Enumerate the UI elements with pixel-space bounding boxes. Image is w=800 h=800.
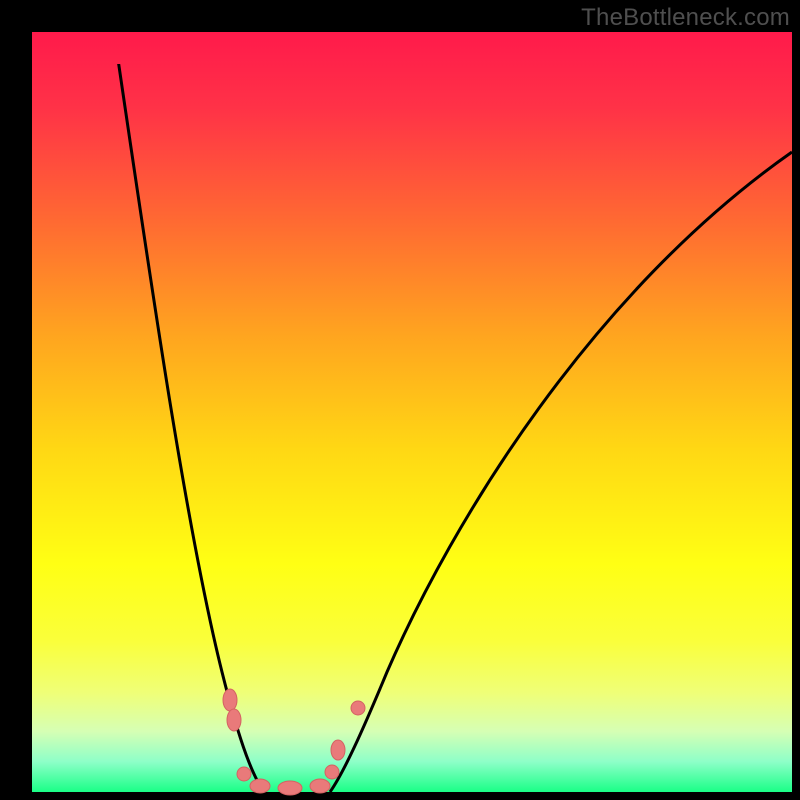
data-marker [250, 779, 270, 793]
data-marker [310, 779, 330, 793]
data-marker [227, 709, 241, 731]
data-marker [351, 701, 365, 715]
data-marker [223, 689, 237, 711]
chart-frame: TheBottleneck.com [0, 0, 800, 800]
data-marker [325, 765, 339, 779]
bottleneck-chart [0, 0, 800, 800]
watermark-text: TheBottleneck.com [581, 4, 790, 32]
plot-background [32, 32, 792, 792]
data-marker [331, 740, 345, 760]
data-marker [278, 781, 302, 795]
data-marker [237, 767, 251, 781]
